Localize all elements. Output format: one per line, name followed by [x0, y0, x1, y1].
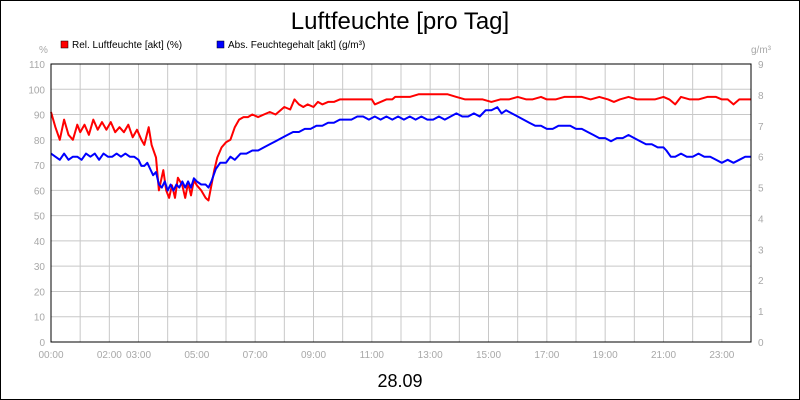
y-right-tick-label: 7: [758, 122, 764, 133]
y-left-tick-label: 90: [34, 111, 46, 122]
y-left-tick-label: 10: [34, 313, 46, 324]
grid: [50, 63, 752, 343]
y-right-tick-label: 5: [758, 184, 764, 195]
y-right-tick-label: 9: [758, 60, 764, 71]
x-tick-label: 11:00: [360, 350, 385, 361]
x-tick-label: 21:00: [651, 350, 676, 361]
legend: Rel. Luftfeuchte [akt] (%) Abs. Feuchtege…: [60, 40, 365, 51]
x-tick-label: 19:00: [593, 350, 618, 361]
x-tick-label: 15:00: [476, 350, 501, 361]
series-lines: [50, 93, 751, 202]
x-tick-label: 17:00: [534, 350, 559, 361]
x-tick-label: 02:00: [97, 350, 122, 361]
y-left-tick-label: 0: [39, 338, 45, 349]
x-tick-label: 23:00: [709, 350, 734, 361]
date-label: 28.09: [377, 371, 422, 391]
y-right-tick-label: 1: [758, 307, 764, 318]
x-tick-label: 03:00: [126, 350, 151, 361]
x-tick-label: 05:00: [184, 350, 209, 361]
y-left-tick-label: 20: [34, 287, 46, 298]
y-right-tick-label: 4: [758, 214, 764, 225]
x-tick-label: 07:00: [243, 350, 268, 361]
legend-label-2: Abs. Feuchtegehalt [akt] (g/m³): [228, 40, 365, 51]
y-right-tick-label: 3: [758, 245, 764, 256]
plot-border: [50, 63, 752, 343]
series-line-2: [50, 106, 751, 192]
y-left-tick-label: 40: [34, 237, 46, 248]
y-left-tick-label: 80: [34, 136, 46, 147]
x-tick-label: 09:00: [301, 350, 326, 361]
y-left-tick-label: 30: [34, 262, 46, 273]
legend-swatch-1: [60, 40, 69, 49]
y-left-unit: %: [39, 45, 48, 56]
y-left-tick-label: 50: [34, 212, 46, 223]
y-left-tick-label: 60: [34, 186, 46, 197]
series-line-1: [50, 93, 751, 202]
y-left-tick-label: 70: [34, 161, 46, 172]
y-right-tick-label: 8: [758, 91, 764, 102]
y-right-tick-label: 0: [758, 338, 764, 349]
x-tick-label: 13:00: [418, 350, 443, 361]
x-tick-label: 00:00: [38, 350, 63, 361]
legend-label-1: Rel. Luftfeuchte [akt] (%): [72, 40, 182, 51]
y-right-unit: g/m³: [751, 45, 772, 56]
y-left-tick-label: 100: [28, 85, 45, 96]
y-right-tick-label: 6: [758, 153, 764, 164]
y-right-tick-label: 2: [758, 276, 764, 287]
chart-title: Luftfeuchte [pro Tag]: [291, 8, 509, 35]
legend-swatch-2: [216, 40, 225, 49]
y-left-tick-label: 110: [29, 60, 45, 71]
axes: 0 10 20 30 40 50 60 70 80 90 100 110 0 1 2 3 4 5 6 7 8 9 00:00…: [28, 60, 764, 361]
